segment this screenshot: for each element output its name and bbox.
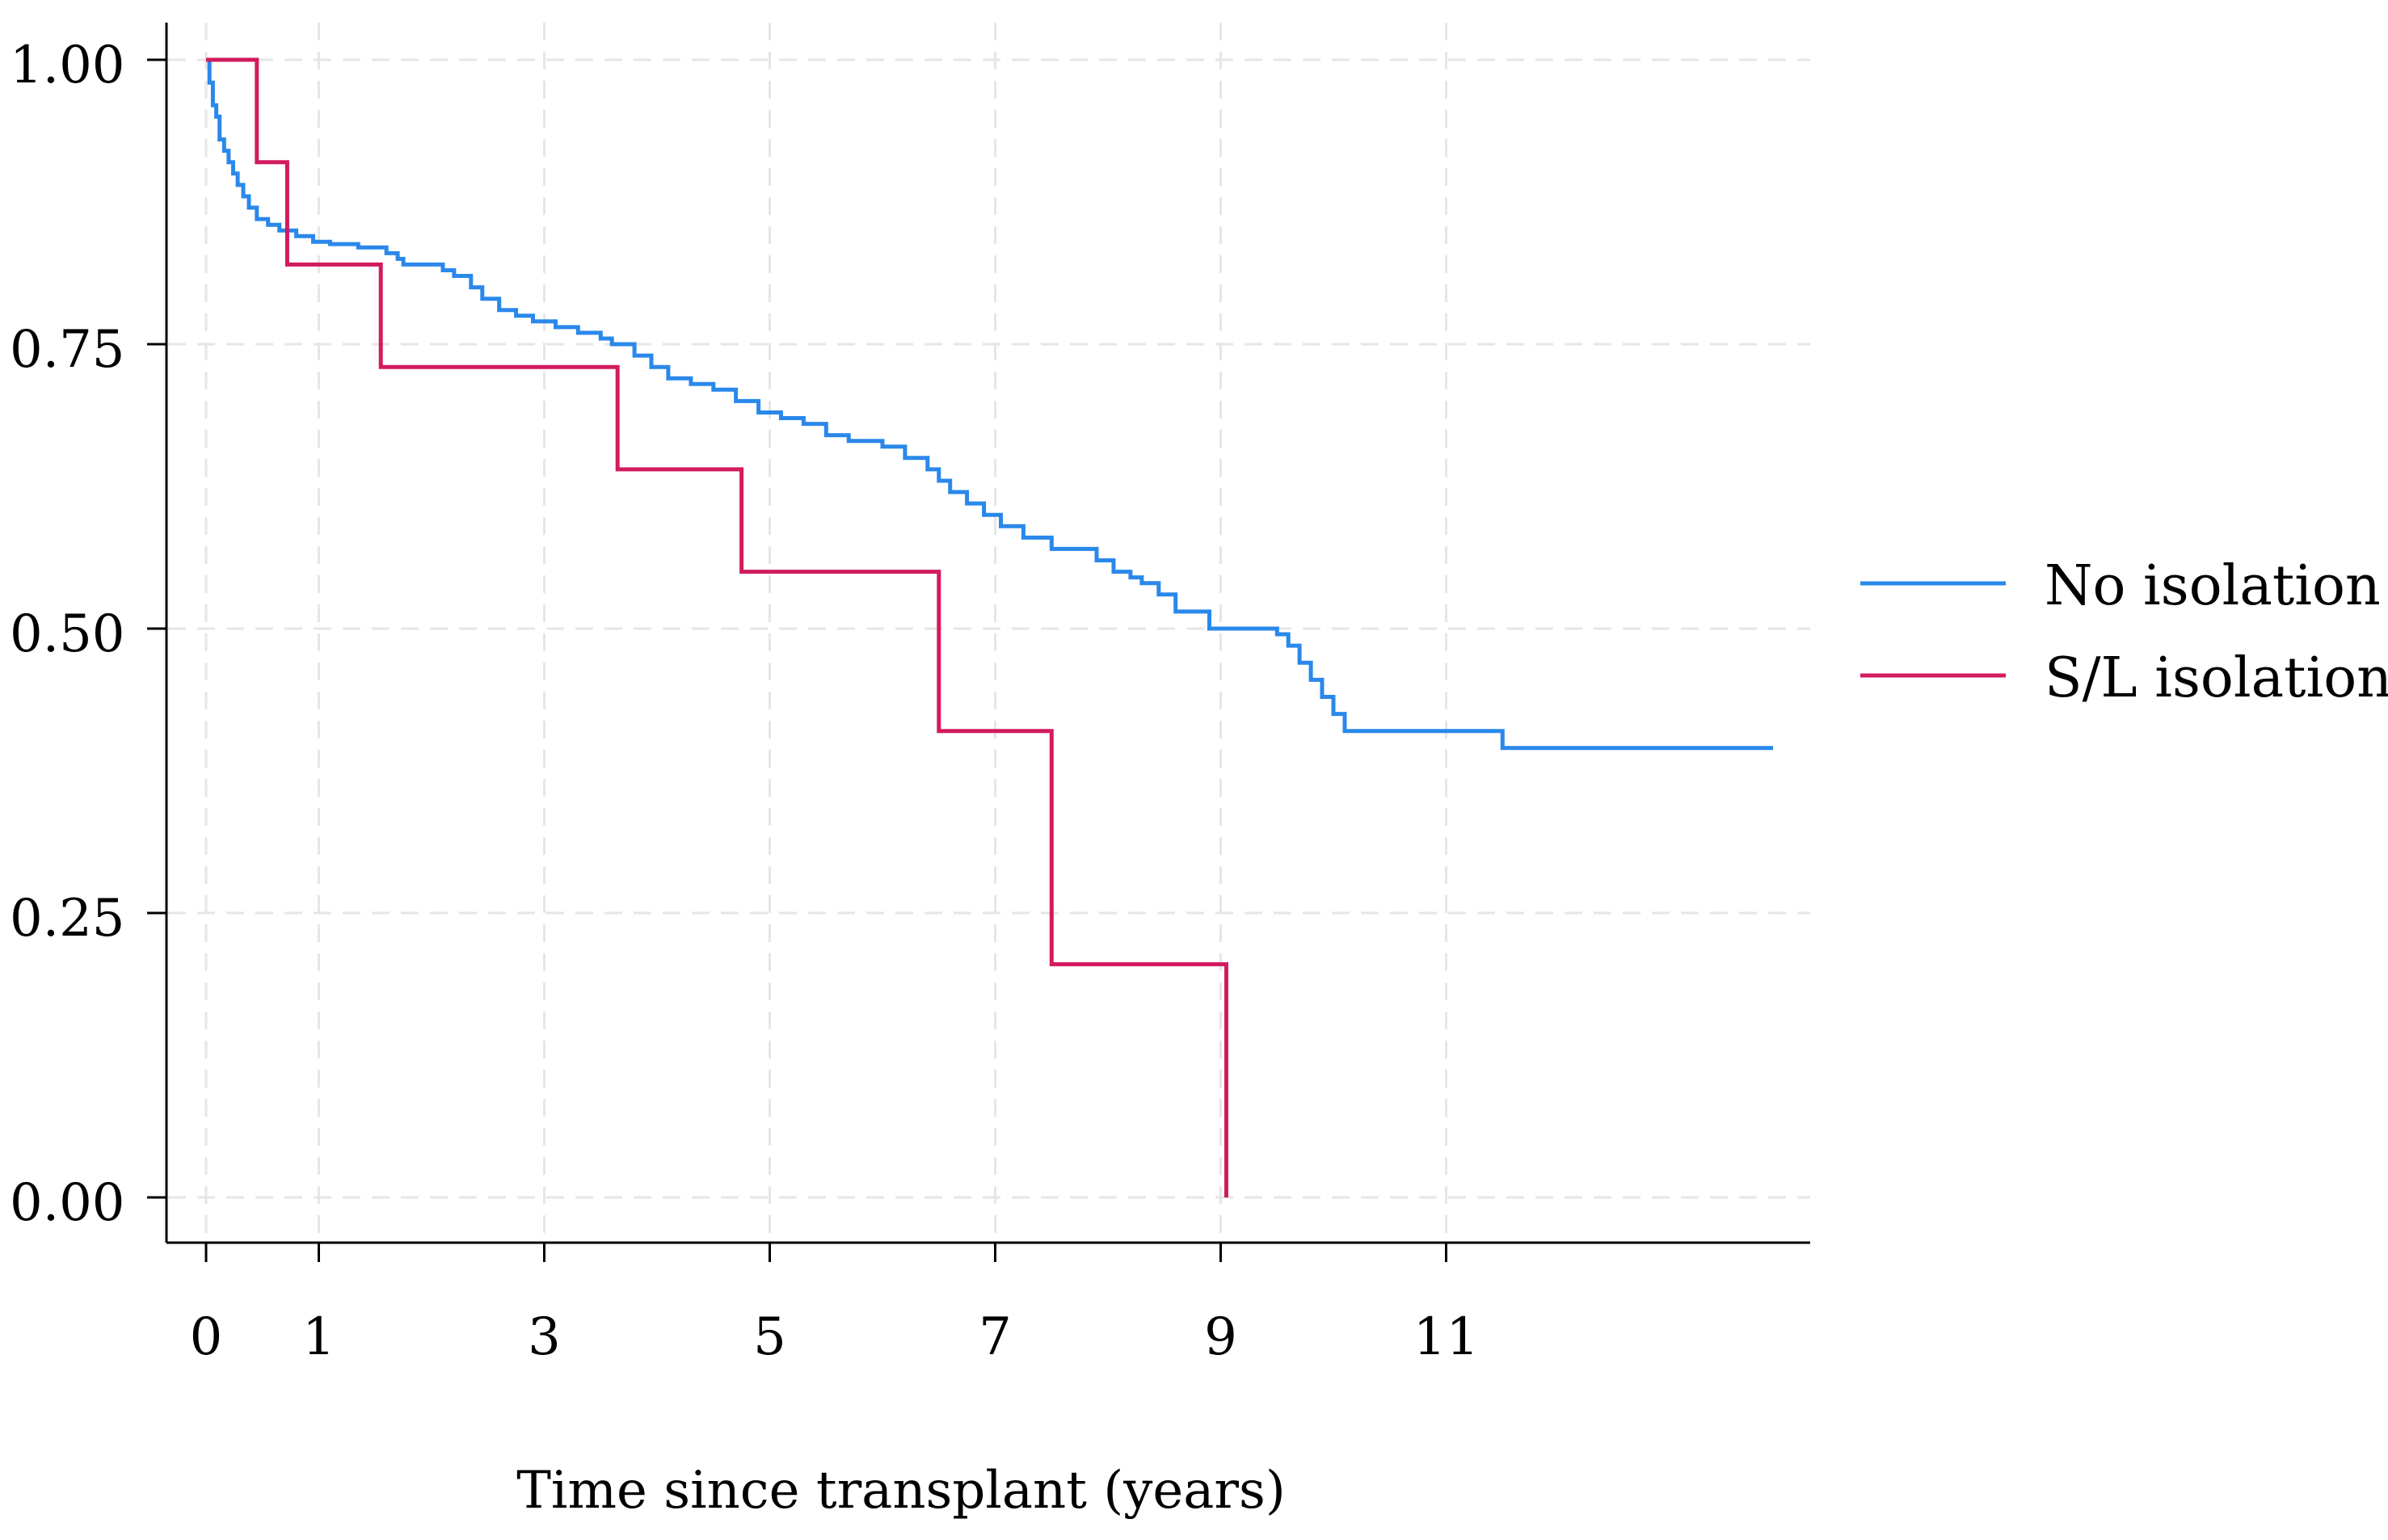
- x-tick-label: 11: [1413, 1307, 1479, 1367]
- series-line-s-l-isolation: [206, 57, 1228, 1197]
- x-tick-label: 7: [979, 1307, 1012, 1367]
- y-ticks: 0.00 0.25 0.50 0.75 1.00: [10, 36, 166, 1233]
- x-tick-label: 3: [528, 1307, 561, 1367]
- series-layer: [206, 57, 1774, 1197]
- axes: 0 1 3 5 7 9 11 0.00 0.25 0.50 0.75 1.00: [10, 23, 1810, 1367]
- y-tick-label: 0.25: [10, 889, 125, 949]
- y-tick-label: 0.00: [10, 1173, 125, 1233]
- y-tick-label: 0.75: [10, 320, 125, 380]
- x-tick-label: 9: [1204, 1307, 1237, 1367]
- x-tick-label: 0: [190, 1307, 223, 1367]
- x-axis-title: Time since transplant (years): [516, 1461, 1286, 1521]
- x-ticks: 0 1 3 5 7 9 11: [190, 1243, 1479, 1367]
- x-tick-label: 1: [302, 1307, 335, 1367]
- y-tick-label: 1.00: [10, 36, 125, 95]
- legend: No isolation S/L isolation: [1860, 554, 2388, 710]
- grid-lines: [168, 23, 1810, 1241]
- series-line-no-isolation: [206, 57, 1774, 751]
- y-tick-label: 0.50: [10, 604, 125, 664]
- legend-label: No isolation: [2045, 554, 2381, 618]
- legend-label: S/L isolation: [2045, 646, 2388, 710]
- x-tick-label: 5: [753, 1307, 786, 1367]
